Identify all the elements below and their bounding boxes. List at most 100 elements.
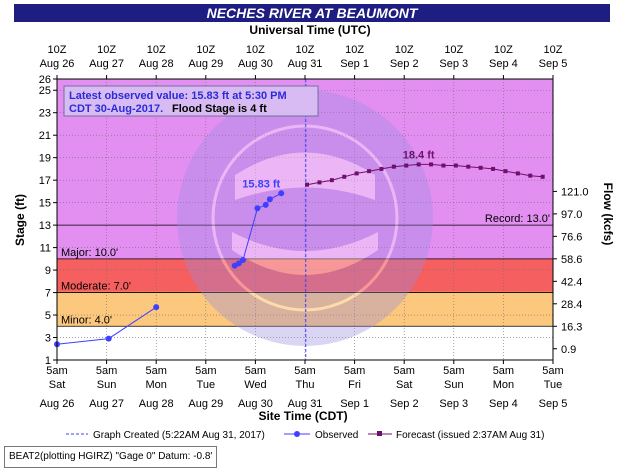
top-tick-time: 10Z [246,44,265,56]
y-tick-label: 25 [39,85,51,97]
forecast-point [317,180,322,185]
forecast-point [305,182,310,187]
info-box-line1: Latest observed value: 15.83 ft at 5:30 … [69,90,287,102]
observed-point [262,201,269,208]
top-axis-label: Universal Time (UTC) [249,23,370,37]
bottom-tick-day: Sun [97,379,117,391]
bottom-tick-date: Sep 1 [340,398,369,410]
forecast-point [416,162,421,167]
peak-label: 18.4 ft [403,149,435,161]
label-minor: Minor: 4.0' [61,314,112,326]
top-tick-time: 10Z [48,44,67,56]
top-tick-time: 10Z [345,44,364,56]
observed-point [254,205,261,212]
top-tick-time: 10Z [97,44,116,56]
legend-graph-created-label: Graph Created (5:22AM Aug 31, 2017) [93,430,265,441]
y2-tick-label: 16.3 [561,321,582,333]
latest-value-label: 15.83 ft [242,178,280,190]
bottom-tick-time: 5am [195,365,216,377]
bottom-tick-day: Fri [348,379,361,391]
top-tick-time: 10Z [147,44,166,56]
y2-tick-label: 28.4 [561,299,582,311]
legend-forecast-label: Forecast (issued 2:37AM Aug 31) [396,430,544,441]
y-axis-label: Stage (ft) [13,194,27,246]
top-tick-time: 10Z [395,44,414,56]
forecast-point [491,166,496,171]
y-tick-label: 7 [45,288,51,300]
forecast-line [307,163,543,186]
bottom-tick-date: Aug 29 [188,398,223,410]
y2-tick-label: 97.0 [561,209,582,221]
label-major: Major: 10.0' [61,247,118,259]
top-tick-date: Sep 5 [539,58,568,70]
datum-footer: BEAT2(plotting HGIRZ) "Gage 0" Datum: -0… [4,446,218,468]
y-tick-label: 9 [45,265,51,277]
forecast-point [354,171,359,176]
bottom-tick-day: Mon [493,379,514,391]
top-tick-time: 10Z [196,44,215,56]
y-tick-label: 13 [39,220,51,232]
bottom-tick-time: 5am [493,365,514,377]
title-bar [14,4,610,22]
top-tick-date: Aug 31 [288,58,323,70]
legend-observed-marker [294,431,300,437]
top-tick-date: Sep 2 [390,58,419,70]
bottom-tick-time: 5am [294,365,315,377]
bottom-tick-date: Sep 3 [439,398,468,410]
info-box-line2-flood: Flood Stage is 4 ft [172,103,267,115]
forecast-point [342,174,347,179]
top-tick-time: 10Z [494,44,513,56]
bottom-tick-day: Thu [296,379,315,391]
forecast-point [391,164,396,169]
watermark-disc [177,90,433,346]
bottom-tick-time: 5am [542,365,563,377]
forecast-point [367,169,372,174]
y2-tick-label: 121.0 [561,186,589,198]
forecast-point [379,166,384,171]
y-tick-label: 26 [39,74,51,86]
bottom-tick-time: 5am [393,365,414,377]
y2-axis-label: Flow (kcfs) [601,183,615,246]
forecast-point [441,163,446,168]
bottom-tick-time: 5am [344,365,365,377]
bottom-tick-date: Aug 31 [288,398,323,410]
observed-point [235,260,242,267]
observed-point [240,256,246,263]
bottom-tick-time: 5am [96,365,117,377]
y-tick-label: 3 [45,333,51,345]
top-tick-time: 10Z [444,44,463,56]
y2-tick-label: 76.6 [561,231,582,243]
bottom-tick-date: Aug 30 [238,398,273,410]
bottom-tick-day: Tue [544,379,563,391]
series-layer: 15.83 ft 18.4 ft [54,79,545,360]
info-box: Latest observed value: 15.83 ft at 5:30 … [63,85,319,117]
bottom-tick-date: Sep 2 [390,398,419,410]
observed-point [278,190,285,197]
top-tick-date: Sep 3 [439,58,468,70]
bottom-tick-time: 5am [145,365,166,377]
forecast-point [478,165,483,170]
top-tick-date: Aug 30 [238,58,273,70]
top-tick-date: Aug 29 [188,58,223,70]
bottom-tick-time: 5am [443,365,464,377]
bottom-tick-date: Aug 28 [139,398,174,410]
top-tick-date: Aug 27 [89,58,124,70]
legend-observed-label: Observed [315,430,358,441]
bottom-tick-date: Sep 4 [489,398,518,410]
bottom-tick-date: Sep 5 [539,398,568,410]
info-box-line2-date: CDT 30-Aug-2017. [69,103,163,115]
y-tick-label: 1 [45,355,51,367]
forecast-point [453,163,458,168]
bottom-tick-day: Mon [145,379,166,391]
y2-tick-label: 42.4 [561,276,582,288]
forecast-point [329,178,334,183]
top-tick-time: 10Z [544,44,563,56]
bottom-tick-day: Sun [444,379,464,391]
bottom-tick-time: 5am [245,365,266,377]
x-axis-label: Site Time (CDT) [258,409,347,423]
forecast-point [466,164,471,169]
forecast-point [429,162,434,167]
y2-tick-label: 0.9 [561,344,576,356]
bottom-tick-date: Aug 27 [89,398,124,410]
